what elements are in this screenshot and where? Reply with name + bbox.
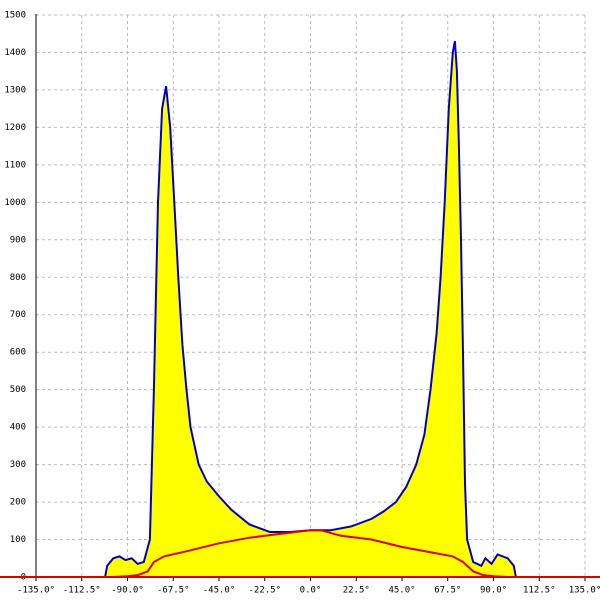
y-tick-label: 100 [10, 535, 26, 545]
x-tick-label: -67.5° [157, 586, 190, 596]
line [113, 529, 508, 578]
y-tick-label: 800 [10, 273, 26, 283]
x-tick-label: 135.0° [569, 586, 600, 596]
y-tick-label: 300 [10, 460, 26, 470]
x-tick-label: 112.5° [523, 586, 556, 596]
y-tick-label: 1100 [4, 160, 26, 170]
y-tick-label: 900 [10, 235, 26, 245]
x-tick-label: -22.5° [248, 586, 281, 596]
x-tick-label: -135.0° [17, 586, 55, 596]
x-tick-label: -45.0° [203, 586, 236, 596]
y-tick-label: 1500 [4, 11, 26, 21]
x-tick-label: -90.0° [111, 586, 144, 596]
x-tick-label: 90.0° [480, 586, 507, 596]
tick-labels: 0100200300400500600700800900100011001200… [4, 11, 600, 596]
y-tick-label: 400 [10, 423, 26, 433]
y-tick-label: 600 [10, 348, 26, 358]
y-tick-label: 1300 [4, 85, 26, 95]
x-tick-label: 45.0° [388, 586, 415, 596]
y-tick-label: 1000 [4, 198, 26, 208]
y-tick-label: 1200 [4, 123, 26, 133]
x-tick-label: 22.5° [343, 586, 370, 596]
x-tick-label: 67.5° [434, 586, 461, 596]
x-tick-label: 0.0° [300, 586, 322, 596]
y-tick-label: 700 [10, 310, 26, 320]
y-tick-label: 500 [10, 385, 26, 395]
y-tick-label: 1400 [4, 48, 26, 58]
y-tick-label: 200 [10, 498, 26, 508]
plot [104, 41, 517, 578]
x-tick-label: -112.5° [63, 586, 101, 596]
line [104, 41, 517, 578]
grid [35, 14, 586, 581]
